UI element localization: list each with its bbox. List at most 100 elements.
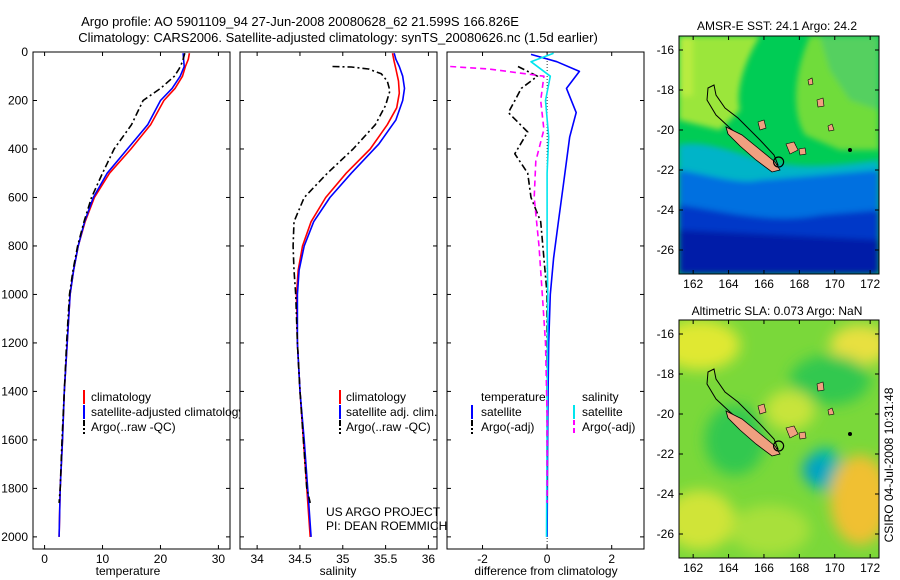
lon-tick-label: 164 [719,561,739,575]
difference-x-label: difference from climatology [474,564,617,578]
salinity-x-label: salinity [320,564,357,578]
sla-map-longitude-ticks: 162 164 166 168 170 172 [683,320,880,575]
lon-tick-label: 162 [683,277,703,291]
depth-tick-label: 1800 [1,481,28,495]
salinity-legend: climatology satellite adj. clim. Argo(..… [339,390,437,434]
series-line-salinity-argo-adj- [450,65,548,503]
csiro-timestamp: CSIRO 04-Jul-2008 10:31:48 [882,387,896,542]
x-tick-label: 2 [608,552,615,566]
difference-y-ticks [447,51,644,538]
lat-tick-label: -22 [657,447,675,461]
depth-tick-label: 1200 [1,336,28,350]
sla-map-panel: Altimetric SLA: 0.073 Argo: NaN [657,304,881,575]
lon-tick-label: 162 [683,561,703,575]
sst-map-title: AMSR-E SST: 24.1 Argo: 24.2 [697,19,857,33]
difference-legend: temperature satellite Argo(-adj) salinit… [471,390,635,434]
difference-axes-frame [446,51,645,550]
legend-satellite-label: satellite adj. clim. [346,405,437,419]
series-line-argo-raw-qc- [292,65,391,504]
credit-line-2: PI: DEAN ROEMMICH [326,519,447,533]
x-tick-label: 36 [422,552,436,566]
legend-argo-label: Argo(..raw -QC) [346,420,431,434]
lat-tick-label: -24 [657,487,675,501]
x-tick-label: 35.5 [374,552,398,566]
sst-map-latitude-ticks: -16 -18 -20 -22 -24 -26 [657,43,879,257]
depth-tick-label: 400 [8,142,28,156]
depth-tick-label: 600 [8,190,28,204]
depth-axis-ticks: 0 200 400 600 800 1000 1200 1400 1600 1800 2000 [1,45,230,544]
legend-sal-satellite-label: satellite [582,405,623,419]
lat-tick-label: -16 [657,327,675,341]
lat-tick-label: -18 [657,83,675,97]
series-line-temperature-argo-adj- [507,65,548,503]
x-tick-label: 10 [96,552,110,566]
sst-map-longitude-ticks: 162 164 166 168 170 172 [683,36,880,291]
depth-tick-label: 1600 [1,433,28,447]
legend-argo-label: Argo(..raw -QC) [91,420,176,434]
header-line-2: Climatology: CARS2006. Satellite-adjuste… [78,30,598,45]
lat-tick-label: -22 [657,163,675,177]
depth-tick-label: 800 [8,239,28,253]
lon-tick-label: 172 [860,561,880,575]
series-line-satellite-adj-clim- [296,52,406,537]
legend-salinity-title: salinity [582,390,619,404]
sla-map-frame [678,319,880,559]
legend-temp-satellite-label: satellite [481,405,522,419]
salinity-axes-frame [239,51,438,550]
salinity-y-ticks [240,51,437,538]
series-line-temperature-satellite [530,53,581,537]
x-tick-label: 0 [41,552,48,566]
lon-tick-label: 170 [825,277,845,291]
series-line-argo-raw-qc- [58,52,186,503]
lon-tick-label: 166 [754,277,774,291]
x-tick-label: 34.5 [288,552,312,566]
temperature-x-label: temperature [96,564,161,578]
series-line-satellite-adjusted-climatology [58,53,185,537]
temperature-legend: climatology satellite-adjusted climatolo… [83,390,244,434]
argo-position-marker [772,156,785,168]
depth-tick-label: 0 [21,45,28,59]
lat-tick-label: -20 [657,123,675,137]
legend-satellite-label: satellite-adjusted climatology [91,405,244,419]
difference-series-lines [450,52,581,549]
credit-line-1: US ARGO PROJECT [326,505,441,519]
x-tick-label: -2 [477,552,488,566]
legend-climatology-label: climatology [346,390,406,404]
argo-position-marker [772,440,785,452]
lat-tick-label: -18 [657,367,675,381]
x-tick-label: 30 [212,552,226,566]
lat-tick-label: -26 [657,243,675,257]
legend-sal-argo-label: Argo(-adj) [582,420,635,434]
lon-tick-label: 168 [789,561,809,575]
lon-tick-label: 164 [719,277,739,291]
lat-tick-label: -20 [657,407,675,421]
temperature-series-lines [58,52,191,537]
temperature-panel: 0 200 400 600 800 1000 1200 1400 1600 1800 2000 0 1… [1,45,244,578]
sla-map-title: Altimetric SLA: 0.073 Argo: NaN [692,304,863,318]
depth-tick-label: 200 [8,93,28,107]
x-tick-label: 20 [154,552,168,566]
x-tick-label: 34 [250,552,264,566]
sst-map-image [679,36,879,274]
x-tick-label: 35 [336,552,350,566]
depth-tick-label: 1000 [1,287,28,301]
legend-temp-argo-label: Argo(-adj) [481,420,534,434]
sla-map-image [679,320,879,558]
salinity-x-axis-ticks: 34 34.5 35 35.5 36 [250,52,435,566]
lon-tick-label: 172 [860,277,880,291]
depth-tick-label: 2000 [1,530,28,544]
lon-tick-label: 170 [825,561,845,575]
legend-climatology-label: climatology [91,390,151,404]
sla-map-latitude-ticks: -16 -18 -20 -22 -24 -26 [657,327,879,541]
salinity-series-lines [292,52,406,537]
legend-temperature-title: temperature [481,390,546,404]
x-tick-label: 0 [544,552,551,566]
lat-tick-label: -16 [657,43,675,57]
lat-tick-label: -24 [657,203,675,217]
salinity-panel: 34 34.5 35 35.5 36 salinity climatology sate… [239,51,447,578]
temperature-axes-frame [32,51,231,550]
lon-tick-label: 166 [754,561,774,575]
temperature-x-axis-ticks: 0 10 20 30 [41,52,225,566]
sst-map-frame [678,35,880,275]
